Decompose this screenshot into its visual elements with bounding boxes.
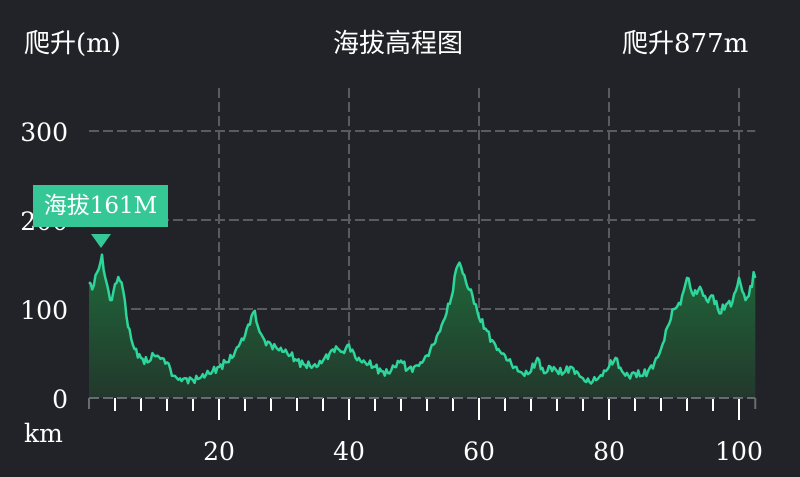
elevation-line bbox=[88, 253, 757, 385]
x-axis-unit: km bbox=[24, 419, 63, 448]
y-axis-label: 爬升(m) bbox=[24, 29, 121, 59]
total-climb-label: 爬升877m bbox=[622, 29, 749, 59]
y-tick-label: 0 bbox=[52, 385, 68, 414]
tooltip-marker-icon bbox=[91, 234, 111, 248]
elevation-tooltip: 海拔161M bbox=[33, 185, 168, 227]
axes: 010020030020406080100km bbox=[20, 118, 763, 466]
elevation-area bbox=[89, 254, 756, 398]
x-tick-label: 60 bbox=[463, 437, 495, 466]
y-tick-label: 100 bbox=[20, 296, 68, 325]
x-tick-label: 40 bbox=[333, 437, 365, 466]
y-tick-label: 300 bbox=[20, 118, 68, 147]
x-tick-label: 100 bbox=[715, 437, 763, 466]
x-tick-label: 20 bbox=[203, 437, 235, 466]
grid-lines bbox=[89, 88, 756, 398]
x-tick-label: 80 bbox=[593, 437, 625, 466]
chart-title: 海拔高程图 bbox=[333, 29, 464, 59]
